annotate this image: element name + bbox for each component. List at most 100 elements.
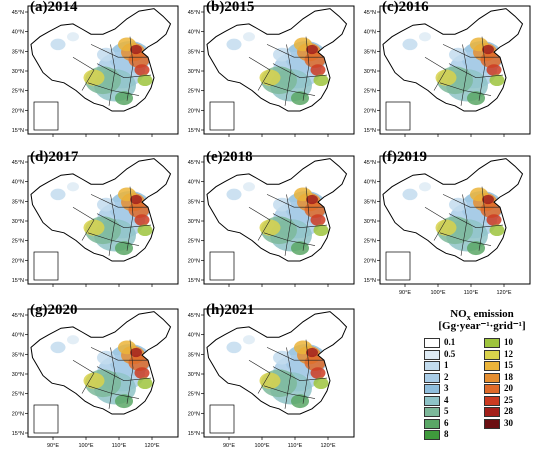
legend-swatch bbox=[484, 361, 500, 371]
province-boundary bbox=[90, 194, 148, 208]
lat-tick-label: 45°N bbox=[364, 10, 376, 16]
lat-tick-label: 20°N bbox=[12, 108, 24, 114]
legend-value: 25 bbox=[504, 394, 513, 405]
lat-tick-label: 15°N bbox=[364, 278, 376, 284]
province-boundary bbox=[424, 56, 447, 91]
lon-tick-label: 110°E bbox=[112, 443, 127, 449]
lat-tick-label: 15°N bbox=[12, 278, 24, 284]
south-china-sea-inset bbox=[209, 404, 235, 434]
emission-blob bbox=[115, 91, 133, 106]
emission-blob bbox=[291, 394, 309, 409]
province-boundary bbox=[72, 56, 95, 91]
emission-field bbox=[402, 182, 505, 256]
emission-blob bbox=[243, 182, 255, 192]
lat-tick-label: 25°N bbox=[12, 89, 24, 95]
province-boundary bbox=[478, 186, 486, 251]
emission-blob bbox=[306, 44, 318, 55]
emission-blob bbox=[97, 197, 115, 212]
country-outline bbox=[30, 8, 172, 112]
legend-swatch bbox=[484, 407, 500, 417]
lat-tick-label: 30°N bbox=[12, 69, 24, 75]
province-boundary bbox=[442, 44, 500, 58]
country-outline bbox=[206, 8, 348, 112]
emission-blob bbox=[50, 188, 66, 201]
province-boundary bbox=[284, 194, 292, 256]
legend-swatch bbox=[424, 349, 440, 360]
lat-tick-label: 45°N bbox=[364, 160, 376, 166]
country-outline bbox=[206, 311, 348, 415]
province-boundary bbox=[302, 186, 310, 251]
emission-blob bbox=[50, 38, 66, 51]
province-boundary bbox=[272, 213, 328, 229]
emission-blob bbox=[306, 347, 318, 358]
lat-tick-label: 45°N bbox=[188, 10, 200, 16]
panel-label: (a)2014 bbox=[30, 0, 78, 15]
province-boundary bbox=[72, 206, 95, 241]
emission-blob bbox=[226, 341, 242, 354]
lon-tick-label: 120°E bbox=[320, 443, 335, 449]
province-boundary bbox=[263, 232, 316, 246]
lat-tick-label: 15°N bbox=[188, 431, 200, 437]
emission-blob bbox=[486, 214, 502, 226]
lat-tick-label: 25°N bbox=[364, 89, 376, 95]
legend-value: 28 bbox=[504, 406, 513, 416]
emission-blob bbox=[313, 377, 329, 389]
emission-blob bbox=[273, 47, 291, 62]
lat-tick-label: 40°N bbox=[188, 180, 200, 186]
south-china-sea-inset bbox=[33, 404, 59, 434]
province-boundary bbox=[266, 44, 324, 58]
emission-blob bbox=[419, 32, 431, 42]
lat-tick-label: 40°N bbox=[12, 180, 24, 186]
emission-blob bbox=[134, 64, 150, 76]
emission-blob bbox=[50, 341, 66, 354]
legend-value: 20 bbox=[504, 383, 513, 393]
china-map: 45°N 40°N 35°N 30°N 25°N 20°N 15°N bbox=[12, 5, 179, 137]
lat-tick-label: 15°N bbox=[188, 128, 200, 134]
china-map: 45°N 40°N 35°N 30°N 25°N 20°N 15°N 90°E 100°E 110… bbox=[188, 308, 355, 449]
lat-tick-label: 25°N bbox=[188, 392, 200, 398]
legend-swatch bbox=[484, 349, 500, 360]
lon-tick-label: 120°E bbox=[144, 443, 159, 449]
lon-tick-label: 120°E bbox=[496, 290, 511, 296]
emission-blob bbox=[83, 219, 105, 236]
province-boundary bbox=[126, 36, 134, 101]
province-boundary bbox=[448, 213, 504, 229]
emission-blob bbox=[130, 347, 142, 358]
lat-tick-label: 15°N bbox=[12, 431, 24, 437]
lat-tick-label: 20°N bbox=[12, 411, 24, 417]
province-boundary bbox=[126, 339, 134, 404]
emission-blob bbox=[67, 335, 79, 345]
province-boundary bbox=[439, 82, 492, 96]
emission-blob bbox=[128, 354, 150, 371]
emission-blob bbox=[137, 224, 153, 236]
legend-value: 1 bbox=[444, 360, 449, 370]
province-boundary bbox=[108, 194, 116, 256]
china-map: 45°N 40°N 35°N 30°N 25°N 20°N 15°N 90°E 100°E 110… bbox=[364, 155, 531, 296]
legend-swatch bbox=[484, 372, 500, 383]
province-boundary bbox=[96, 213, 152, 229]
china-map: 45°N 40°N 35°N 30°N 25°N 20°N 15°N bbox=[364, 5, 531, 137]
province-boundary bbox=[263, 385, 316, 399]
lat-tick-label: 35°N bbox=[364, 199, 376, 205]
legend-value: 18 bbox=[504, 371, 513, 382]
lat-tick-label: 25°N bbox=[188, 239, 200, 245]
legend-units: [Gg·year⁻¹·grid⁻¹] bbox=[438, 320, 526, 332]
legend-swatch bbox=[484, 384, 500, 394]
emission-blob bbox=[67, 32, 79, 42]
emission-blob bbox=[128, 201, 150, 218]
lon-tick-label: 90°E bbox=[47, 443, 59, 449]
province-boundary bbox=[284, 44, 292, 106]
lat-tick-label: 30°N bbox=[188, 372, 200, 378]
legend-swatch bbox=[484, 395, 500, 406]
lon-tick-label: 110°E bbox=[288, 443, 303, 449]
emission-blob bbox=[449, 197, 467, 212]
lat-tick-label: 25°N bbox=[12, 239, 24, 245]
emission-blob bbox=[482, 194, 494, 205]
lat-tick-label: 25°N bbox=[12, 392, 24, 398]
lat-tick-label: 35°N bbox=[364, 49, 376, 55]
province-boundary bbox=[108, 44, 116, 106]
panel-label: (c)2016 bbox=[382, 0, 429, 15]
province-boundary bbox=[272, 63, 328, 79]
panel-label: (d)2017 bbox=[30, 149, 79, 165]
legend-value: 5 bbox=[444, 406, 449, 416]
